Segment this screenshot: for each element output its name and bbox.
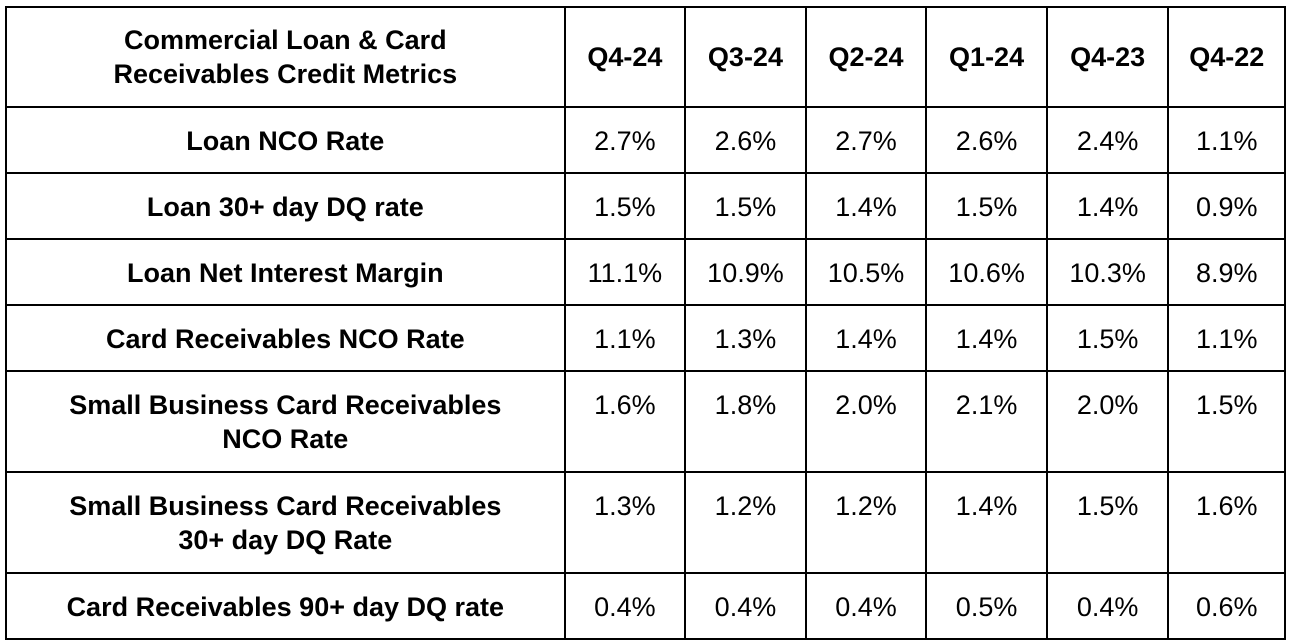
table-row: Small Business Card Receivables 30+ day … (5, 471, 1286, 574)
table-row: Card Receivables NCO Rate 1.1% 1.3% 1.4%… (5, 304, 1286, 372)
credit-metrics-table: Commercial Loan & Card Receivables Credi… (5, 6, 1286, 640)
table-cell: 1.1% (1167, 106, 1286, 174)
row-label: Small Business Card Receivables 30+ day … (5, 471, 566, 574)
table-cell: 1.6% (563, 370, 687, 473)
column-header: Q2-24 (804, 6, 928, 108)
table-cell: 1.3% (563, 471, 687, 574)
table-cell: 1.5% (563, 172, 687, 240)
row-label-line: Loan Net Interest Margin (127, 258, 444, 288)
table-title-line: Commercial Loan & Card (124, 25, 447, 55)
table-title-cell: Commercial Loan & Card Receivables Credi… (5, 6, 566, 108)
table-row: Loan 30+ day DQ rate 1.5% 1.5% 1.4% 1.5%… (5, 172, 1286, 240)
row-label: Loan Net Interest Margin (5, 238, 566, 306)
table-cell: 1.5% (684, 172, 807, 240)
row-label-line: Small Business Card Receivables (69, 491, 502, 521)
table-cell: 0.4% (684, 572, 807, 640)
table-cell: 0.4% (1045, 572, 1170, 640)
table-row: Small Business Card Receivables NCO Rate… (5, 370, 1286, 473)
table-cell: 2.1% (925, 370, 1048, 473)
table-cell: 1.2% (684, 471, 807, 574)
column-header: Q1-24 (925, 6, 1048, 108)
row-label-line: NCO Rate (222, 424, 349, 454)
column-header: Q4-23 (1045, 6, 1170, 108)
table-cell: 10.6% (925, 238, 1048, 306)
table-row: Card Receivables 90+ day DQ rate 0.4% 0.… (5, 572, 1286, 640)
table-cell: 2.0% (804, 370, 928, 473)
table-cell: 1.5% (925, 172, 1048, 240)
table-title-line: Receivables Credit Metrics (113, 59, 458, 89)
table-cell: 1.2% (804, 471, 928, 574)
table-row: Loan NCO Rate 2.7% 2.6% 2.7% 2.6% 2.4% 1… (5, 106, 1286, 174)
table-cell: 1.5% (1045, 471, 1170, 574)
table-cell: 2.7% (804, 106, 928, 174)
table-cell: 1.8% (684, 370, 807, 473)
table-cell: 0.6% (1167, 572, 1286, 640)
table-cell: 1.5% (1045, 304, 1170, 372)
table-cell: 1.1% (563, 304, 687, 372)
row-label-line: Loan NCO Rate (186, 126, 385, 156)
table-cell: 0.9% (1167, 172, 1286, 240)
row-label-line: Loan 30+ day DQ rate (146, 192, 424, 222)
table-cell: 1.3% (684, 304, 807, 372)
table-cell: 1.4% (925, 471, 1048, 574)
table-cell: 0.4% (563, 572, 687, 640)
table-cell: 8.9% (1167, 238, 1286, 306)
table-cell: 1.4% (1045, 172, 1170, 240)
row-label: Loan NCO Rate (5, 106, 566, 174)
table-cell: 2.6% (684, 106, 807, 174)
row-label: Small Business Card Receivables NCO Rate (5, 370, 566, 473)
row-label-line: Small Business Card Receivables (69, 390, 502, 420)
column-header: Q4-22 (1167, 6, 1286, 108)
row-label: Loan 30+ day DQ rate (5, 172, 566, 240)
table-cell: 2.6% (925, 106, 1048, 174)
table-cell: 2.4% (1045, 106, 1170, 174)
row-label-line: Card Receivables NCO Rate (105, 324, 465, 354)
row-label: Card Receivables NCO Rate (5, 304, 566, 372)
table-cell: 1.4% (925, 304, 1048, 372)
column-header: Q3-24 (684, 6, 807, 108)
table-cell: 11.1% (563, 238, 687, 306)
table-cell: 1.4% (804, 172, 928, 240)
column-header: Q4-24 (563, 6, 687, 108)
table-cell: 0.4% (804, 572, 928, 640)
table-cell: 1.5% (1167, 370, 1286, 473)
header-row: Commercial Loan & Card Receivables Credi… (5, 6, 1286, 108)
table-cell: 0.5% (925, 572, 1048, 640)
table-row: Loan Net Interest Margin 11.1% 10.9% 10.… (5, 238, 1286, 306)
table-cell: 1.4% (804, 304, 928, 372)
table-cell: 2.0% (1045, 370, 1170, 473)
table-cell: 1.6% (1167, 471, 1286, 574)
table-cell: 10.9% (684, 238, 807, 306)
table-cell: 1.1% (1167, 304, 1286, 372)
row-label-line: 30+ day DQ Rate (178, 525, 393, 555)
table-cell: 10.3% (1045, 238, 1170, 306)
table-cell: 2.7% (563, 106, 687, 174)
row-label-line: Card Receivables 90+ day DQ rate (66, 592, 505, 622)
table-cell: 10.5% (804, 238, 928, 306)
row-label: Card Receivables 90+ day DQ rate (5, 572, 566, 640)
